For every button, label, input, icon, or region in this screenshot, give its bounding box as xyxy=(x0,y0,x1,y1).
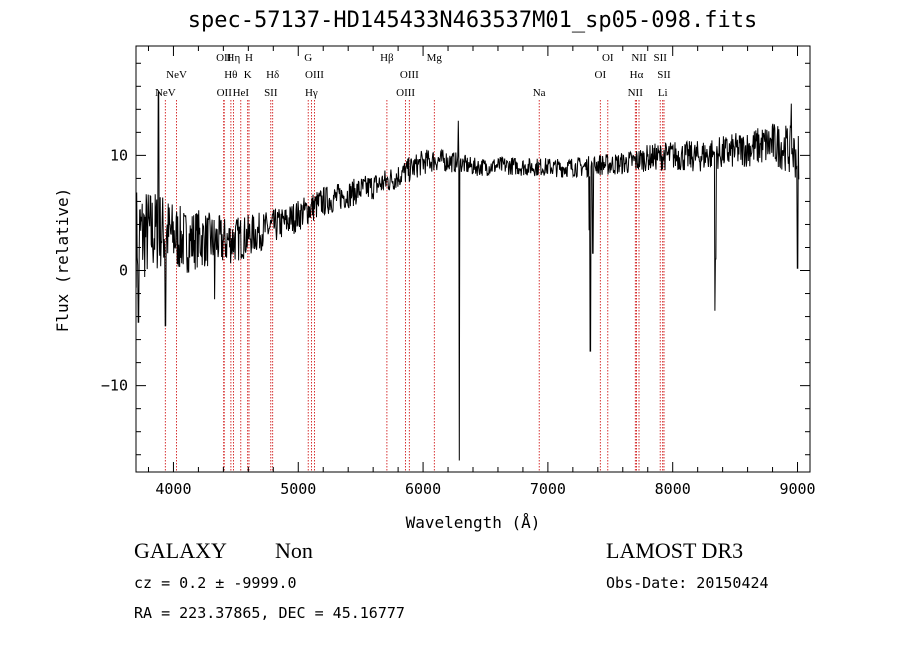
redshift-cz: cz = 0.2 ± -9999.0 xyxy=(134,574,297,592)
reference-line-label: OIII xyxy=(305,69,324,81)
reference-line-label: Na xyxy=(533,87,546,99)
reference-line-label: Hβ xyxy=(380,52,394,64)
reference-line-label: Hθ xyxy=(224,69,237,81)
reference-line-label: OII xyxy=(217,87,233,99)
reference-line-label: SII xyxy=(657,69,671,81)
reference-line-label: Mg xyxy=(427,52,443,64)
x-tick-label: 6000 xyxy=(405,480,441,498)
reference-line-label: SII xyxy=(653,52,667,64)
reference-line-label: NII xyxy=(628,87,644,99)
reference-line-label: HeI xyxy=(233,87,250,99)
reference-line-label: G xyxy=(304,52,312,64)
plot-frame xyxy=(135,45,811,473)
reference-line-label: H xyxy=(245,52,253,64)
x-tick-label: 4000 xyxy=(155,480,191,498)
observation-date: Obs-Date: 20150424 xyxy=(606,574,769,592)
reference-line-label: OII xyxy=(216,52,232,64)
reference-line-label: OI xyxy=(602,52,614,64)
reference-line-label: Hγ xyxy=(305,87,318,99)
reference-line-label: Li xyxy=(658,87,668,99)
reference-line-label: SII xyxy=(264,87,278,99)
y-axis-label: Flux (relative) xyxy=(53,188,72,333)
object-class: GALAXY xyxy=(134,538,227,563)
reference-line-label: OIII xyxy=(396,87,415,99)
reference-line-label: NeV xyxy=(166,69,187,81)
spectrum-line xyxy=(135,91,800,461)
x-tick-label: 9000 xyxy=(779,480,815,498)
y-tick-label: −10 xyxy=(101,377,128,395)
reference-line-label: Hδ xyxy=(266,69,279,81)
x-axis-label: Wavelength (Å) xyxy=(406,513,541,532)
reference-line-label: NII xyxy=(631,52,647,64)
y-tick-label: 0 xyxy=(119,262,128,280)
reference-line-label: NeV xyxy=(155,87,176,99)
reference-line-label: OIII xyxy=(400,69,419,81)
coordinates: RA = 223.37865, DEC = 45.16777 xyxy=(134,604,405,622)
y-tick-label: 10 xyxy=(110,146,128,164)
reference-line-label: OI xyxy=(595,69,607,81)
reference-line-label: Hη xyxy=(227,52,241,64)
x-tick-label: 7000 xyxy=(530,480,566,498)
reference-line-label: Hα xyxy=(630,69,644,81)
object-subclass: Non xyxy=(275,538,313,563)
reference-line-label: K xyxy=(244,69,252,81)
x-tick-label: 5000 xyxy=(280,480,316,498)
x-tick-label: 8000 xyxy=(655,480,691,498)
survey-name: LAMOST DR3 xyxy=(606,538,744,563)
chart-title: spec-57137-HD145433N463537M01_sp05-098.f… xyxy=(187,8,758,33)
